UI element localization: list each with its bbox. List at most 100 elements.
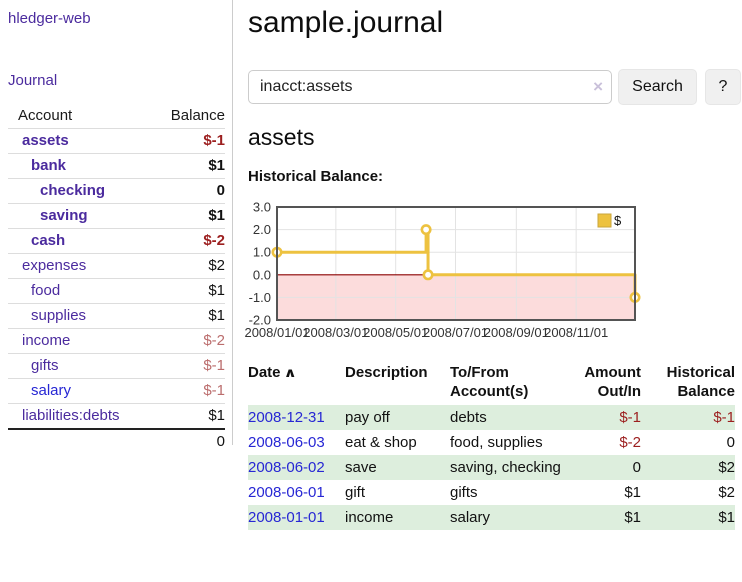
transaction-amount: 0: [562, 455, 641, 480]
transaction-row: 2008-01-01 income salary $1 $1: [248, 505, 735, 530]
clear-search-icon[interactable]: ×: [593, 77, 603, 96]
sidebar-account-link[interactable]: saving: [40, 207, 88, 224]
transaction-balance: $1: [641, 505, 735, 530]
search-button[interactable]: Search: [618, 69, 697, 105]
account-balance: $2: [145, 253, 225, 279]
register-table: Date ∧ Description To/From Account(s) Amo…: [248, 360, 735, 530]
chart-y-tick-label: -1.0: [249, 290, 271, 305]
account-balance: $1: [145, 303, 225, 329]
transaction-balance: $2: [641, 455, 735, 480]
chart-x-tick-label: 2008/09/01: [484, 325, 549, 340]
sidebar-account-link[interactable]: salary: [31, 382, 72, 399]
accounts-table: Account Balance assets $-1 bank $1 checking 0…: [8, 104, 225, 454]
chart-y-tick-label: 3.0: [253, 200, 271, 215]
transaction-description: eat & shop: [345, 434, 417, 451]
chart-y-tick-label: -2.0: [249, 313, 271, 328]
transaction-date[interactable]: 2008-06-01: [248, 484, 325, 501]
account-balance: $-1: [145, 378, 225, 404]
transaction-balance: $-1: [641, 405, 735, 430]
account-balance: $1: [145, 153, 225, 179]
transaction-accounts: salary: [450, 505, 562, 530]
account-row: liabilities:debts $1: [8, 403, 225, 429]
help-button[interactable]: ?: [705, 69, 741, 105]
transaction-accounts: gifts: [450, 484, 478, 501]
chart-data-point: [422, 269, 434, 281]
chart-y-tick-label: 2.0: [253, 222, 271, 237]
search-box: ×: [248, 70, 612, 104]
transaction-date[interactable]: 2008-12-31: [248, 409, 325, 426]
account-row: assets $-1: [8, 128, 225, 154]
transaction-row: 2008-06-01 gift gifts $1 $2: [248, 480, 735, 505]
sidebar-account-link[interactable]: checking: [40, 182, 106, 199]
transaction-accounts: saving, checking: [450, 455, 562, 480]
chart-label: Historical Balance:: [248, 168, 384, 185]
account-row: income $-2: [8, 328, 225, 354]
sidebar-account-link[interactable]: cash: [31, 232, 66, 249]
sidebar: hledger-web Journal Account Balance asse…: [0, 0, 233, 454]
chart-y-tick-label: 1.0: [253, 245, 271, 260]
page-title: sample.journal: [248, 6, 444, 39]
sort-ascending-icon: ∧: [283, 365, 297, 380]
sidebar-account-link[interactable]: income: [22, 332, 71, 349]
transaction-balance: $2: [718, 484, 735, 501]
sidebar-account-link[interactable]: bank: [31, 157, 67, 174]
chart-x-tick-label: 2008/05/01: [363, 325, 428, 340]
register-col-amount: Amount Out/In: [584, 364, 641, 400]
account-balance: $-2: [145, 228, 225, 254]
register-col-description: Description: [345, 364, 428, 381]
chart-legend-label: $: [614, 213, 622, 228]
transaction-amount: $-2: [619, 434, 641, 451]
accounts-col-balance: Balance: [170, 107, 225, 124]
account-row: checking 0: [8, 178, 225, 204]
register-col-balance: Historical Balance: [666, 364, 735, 400]
transaction-amount: $1: [624, 484, 641, 501]
account-row: bank $1: [8, 153, 225, 179]
transaction-row: 2008-06-02 save saving, checking 0 $2: [248, 455, 735, 480]
transaction-date[interactable]: 2008-06-02: [248, 459, 325, 476]
chart-canvas: $3.0 2.0 1.0 0.0 -1.0 -2.02008/01/012008/03/0…: [244, 200, 641, 340]
chart-y-tick-label: 0.0: [253, 267, 271, 282]
search-input[interactable]: [249, 71, 611, 103]
sidebar-account-link[interactable]: supplies: [31, 307, 87, 324]
accounts-col-account: Account: [18, 107, 73, 124]
chart-border: [276, 206, 636, 321]
account-balance: $-1: [145, 353, 225, 379]
historical-balance-chart: $3.0 2.0 1.0 0.0 -1.0 -2.0 2008/01/01 2008/03/0…: [244, 200, 645, 348]
transaction-amount: $1: [562, 505, 641, 530]
transaction-description: save: [345, 455, 450, 480]
transaction-date[interactable]: 2008-01-01: [248, 509, 325, 526]
transaction-balance: 0: [726, 434, 735, 451]
transaction-amount: $-1: [562, 405, 641, 430]
transaction-date[interactable]: 2008-06-03: [248, 434, 325, 451]
sidebar-account-link[interactable]: food: [31, 282, 61, 299]
register-col-date[interactable]: Date ∧: [248, 364, 297, 381]
chart-x-tick-label: 2008/11/01: [544, 325, 608, 340]
sidebar-account-link[interactable]: assets: [22, 132, 69, 149]
search-form: × Search ?: [248, 69, 742, 105]
account-row: salary $-1: [8, 378, 225, 404]
register-col-accounts: To/From Account(s): [450, 364, 529, 400]
account-row: food $1: [8, 278, 225, 304]
account-balance: $-2: [145, 328, 225, 354]
app-brand-link[interactable]: hledger-web: [8, 10, 91, 27]
transaction-accounts: food, supplies: [450, 434, 543, 451]
chart-x-tick-label: 2008/03/01: [303, 325, 368, 340]
account-row: supplies $1: [8, 303, 225, 329]
accounts-total-value: 0: [145, 428, 225, 454]
account-balance: $1: [145, 278, 225, 304]
accounts-tbody: assets $-1 bank $1 checking 0 saving $1 cash $-2 e…: [8, 128, 225, 429]
transaction-row: 2008-12-31 pay off debts $-1 $-1: [248, 405, 735, 430]
sidebar-account-link[interactable]: expenses: [22, 257, 87, 274]
account-balance: $1: [145, 203, 225, 229]
sidebar-account-link[interactable]: gifts: [31, 357, 59, 374]
sidebar-account-link[interactable]: liabilities:debts: [22, 407, 120, 424]
transaction-description: income: [345, 505, 450, 530]
transaction-accounts: debts: [450, 405, 562, 430]
transaction-description: gift: [345, 484, 366, 501]
account-balance: 0: [145, 178, 225, 204]
sidebar-item-journal[interactable]: Journal: [8, 72, 58, 89]
account-row: saving $1: [8, 203, 225, 229]
transaction-row: 2008-06-03 eat & shop food, supplies $-2 0: [248, 430, 735, 455]
chart-legend-swatch: [597, 213, 612, 228]
account-balance: $1: [145, 403, 225, 429]
